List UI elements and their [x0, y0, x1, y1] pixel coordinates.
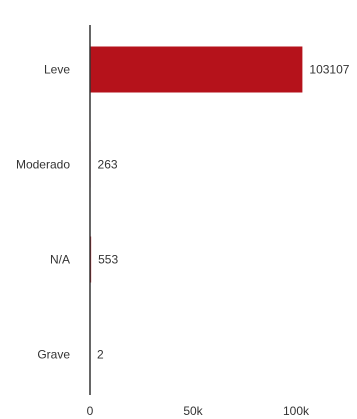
category-label-n-a: N/A [50, 253, 70, 267]
bars-group [90, 46, 303, 378]
x-tick-labels-group: 0 50k 100k [87, 404, 310, 418]
category-labels-group: Leve Moderado N/A Grave [16, 63, 70, 362]
x-tick-label-50k: 50k [183, 404, 203, 418]
bar-leve [90, 46, 303, 93]
value-label-moderado: 263 [98, 158, 118, 172]
x-tick-label-0: 0 [87, 404, 94, 418]
x-tick-label-100k: 100k [283, 404, 310, 418]
value-label-grave: 2 [97, 348, 104, 362]
category-label-moderado: Moderado [16, 158, 70, 172]
value-label-n-a: 553 [98, 253, 118, 267]
category-label-leve: Leve [44, 63, 70, 77]
value-label-leve: 103107 [309, 63, 349, 77]
category-label-grave: Grave [37, 348, 70, 362]
value-labels-group: 103107 263 553 2 [97, 63, 350, 362]
